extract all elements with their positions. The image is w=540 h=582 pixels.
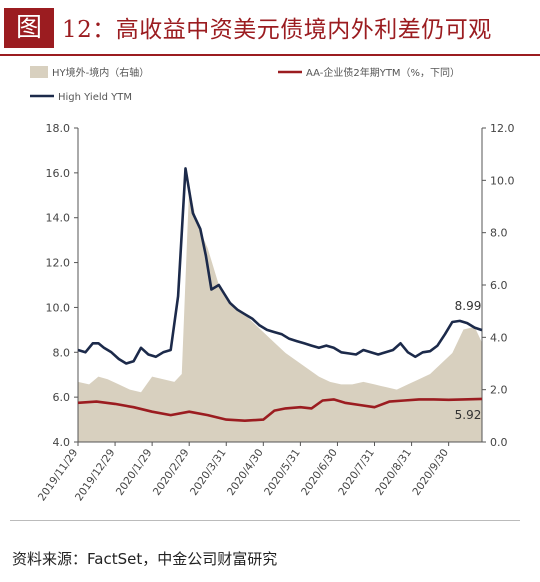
y-right-tick-label: 10.0 [490,174,515,187]
y-left-tick-label: 18.0 [46,122,71,135]
annotation-label: 5.92 [455,408,482,422]
y-right-tick-label: 8.0 [490,227,508,240]
figure-header: 图 12：高收益中资美元债境内外利差仍可观 [0,0,540,54]
footer-rule [10,520,520,521]
legend-label-1: AA-企业债2年期YTM（%，下同） [306,66,460,79]
area-layer [78,185,482,443]
y-left-tick-label: 6.0 [53,391,71,404]
x-tick-label: 2020/4/30 [225,447,266,498]
figure-label: 图 [4,8,54,48]
y-right-tick-label: 6.0 [490,279,508,292]
legend-label-2: High Yield YTM [58,92,132,103]
y-right-tick-label: 2.0 [490,384,508,397]
x-tick-label: 2020/2/29 [151,447,192,498]
x-tick-label: 2020/1/29 [114,447,155,498]
lines-layer [77,167,483,423]
x-tick-label: 2020/6/30 [299,447,340,498]
y-right-tick-label: 0.0 [490,436,508,449]
y-right-tick-label: 4.0 [490,331,508,344]
axes [74,127,486,446]
x-tick-label: 2020/3/31 [188,447,229,498]
series-area-hy-spread [78,185,482,443]
title-rule [0,54,540,56]
legend: HY境外-境内（右轴） AA-企业债2年期YTM（%，下同） High Yield … [30,66,460,103]
series-line-aa-corp-2y-ytm [77,397,483,423]
source-note: 资料来源：FactSet，中金公司财富研究 [12,550,278,568]
labels-layer: 18.0 16.0 14.0 12.0 10.0 8.0 6.0 4.0 12.0 10.0 8.0… [36,122,515,503]
y-right-tick-label: 12.0 [490,122,515,135]
annotation-label: 8.99 [455,299,482,313]
x-tick-label: 2020/9/30 [410,447,451,498]
y-left-tick-label: 14.0 [46,212,71,225]
series-line-high-yield-ytm [77,167,483,365]
y-left-tick-label: 12.0 [46,257,71,270]
x-tick-label: 2020/7/31 [336,447,377,498]
x-tick-label: 2019/12/29 [73,447,118,503]
x-tick-label: 2020/5/31 [262,447,303,498]
legend-label-0: HY境外-境内（右轴） [52,66,149,79]
y-left-tick-label: 4.0 [53,436,71,449]
figure-title: 12：高收益中资美元债境内外利差仍可观 [62,17,492,43]
y-left-tick-label: 10.0 [46,301,71,314]
y-left-tick-label: 8.0 [53,346,71,359]
y-left-tick-label: 16.0 [46,167,71,180]
chart: HY境外-境内（右轴） AA-企业债2年期YTM（%，下同） High Yield … [30,66,515,503]
legend-swatch-0 [30,66,48,78]
x-tick-label: 2020/8/31 [373,447,414,498]
